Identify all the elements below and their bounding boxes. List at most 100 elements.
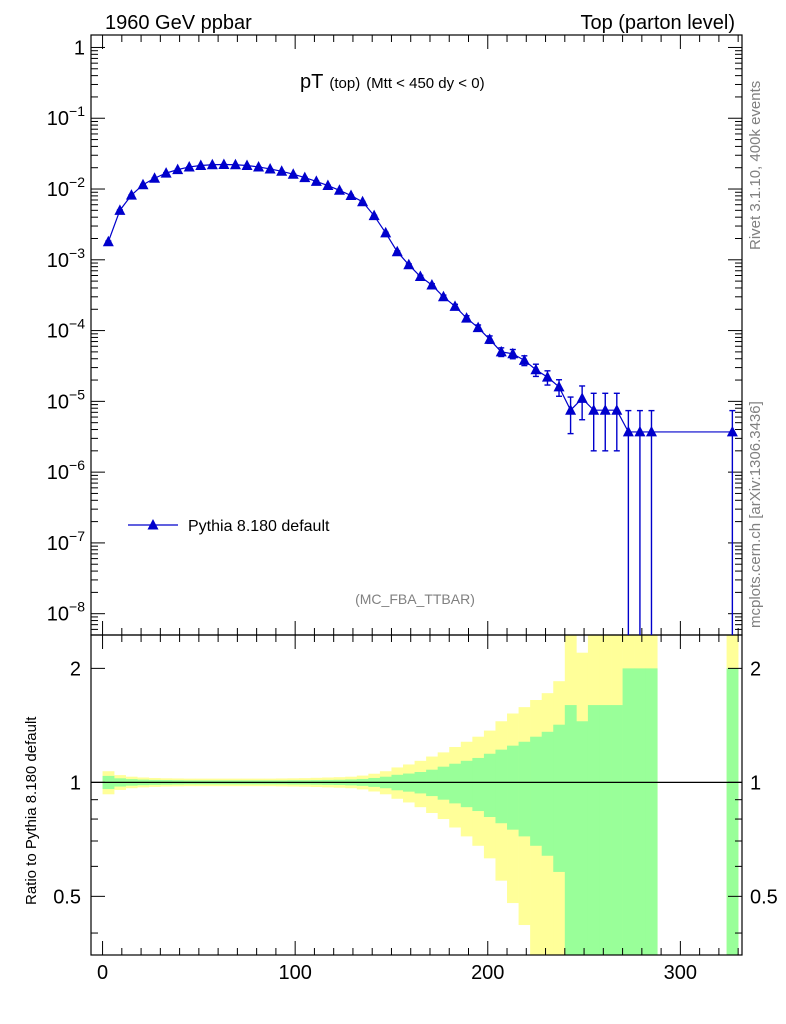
ratio-y-tick-label-right: 2	[750, 658, 761, 680]
data-point-marker	[218, 158, 230, 170]
data-point-marker	[726, 425, 738, 437]
ratio-band-inner	[495, 749, 508, 824]
plot-title-sub2: (Mtt < 450 dy < 0)	[366, 75, 484, 92]
data-point-marker	[322, 179, 334, 191]
data-point-marker	[333, 184, 345, 195]
data-point-marker	[634, 425, 646, 437]
ratio-band-inner	[634, 668, 646, 955]
watermark: (MC_FBA_TTBAR)	[355, 591, 475, 607]
data-point-marker	[622, 425, 634, 437]
ratio-band-inner	[645, 668, 658, 955]
ratio-band-inner	[518, 741, 531, 837]
data-point-marker	[576, 392, 588, 403]
ratio-band-inner	[437, 766, 450, 800]
legend: Pythia 8.180 default	[128, 518, 330, 535]
ratio-band-inner	[576, 721, 589, 955]
ratio-band-inner	[564, 705, 577, 955]
data-point-marker	[160, 167, 172, 178]
data-point-marker	[253, 160, 265, 172]
ratio-band-inner	[587, 705, 600, 955]
data-point-marker	[345, 189, 357, 200]
plot-title: pT (top) (Mtt < 450 dy < 0)	[300, 71, 485, 93]
ratio-band-inner	[507, 745, 519, 830]
main-y-tick-label: 1	[74, 37, 85, 59]
ratio-band-inner	[541, 731, 554, 856]
ratio-y-tick-label: 0.5	[53, 886, 81, 908]
ratio-frame	[90, 634, 743, 956]
data-point-marker	[149, 172, 161, 183]
data-point-marker	[195, 159, 207, 170]
data-point-marker	[299, 171, 311, 183]
header-right-title: Top (parton level)	[580, 12, 735, 34]
data-point-marker	[391, 245, 403, 257]
data-point-marker	[495, 345, 507, 357]
series-line	[107, 163, 733, 433]
plot-title-sub1: (top)	[329, 75, 360, 92]
ratio-band-inner	[449, 763, 462, 804]
ratio-y-tick-label: 2	[70, 658, 81, 680]
data-point-marker	[357, 195, 369, 207]
data-point-marker	[125, 189, 137, 200]
main-y-tick-label: 10−8	[47, 599, 85, 626]
ratio-band-inner	[726, 668, 739, 955]
data-point-marker	[507, 347, 519, 359]
main-frame	[90, 34, 743, 636]
ratio-band-inner	[611, 705, 623, 955]
data-point-marker	[114, 204, 126, 215]
ratio-y-label: Ratio to Pythia 8.180 default	[23, 716, 40, 905]
data-point-marker	[611, 404, 623, 415]
side-label-mcplots: mcplots.cern.ch [arXiv:1306.3436]	[747, 401, 764, 628]
data-point-marker	[380, 226, 392, 238]
ratio-band-inner	[472, 757, 485, 812]
main-y-tick-label: 10−7	[47, 528, 85, 555]
ratio-y-tick-label-right: 1	[750, 772, 761, 794]
data-point-marker	[403, 258, 415, 270]
data-point-marker	[102, 235, 114, 247]
data-point-marker	[553, 380, 565, 392]
ratio-x-tick-label: 300	[664, 962, 697, 984]
data-point-marker	[437, 290, 449, 302]
ratio-band-inner	[599, 705, 612, 955]
data-point-marker	[137, 178, 149, 190]
data-point-marker	[541, 371, 553, 382]
ratio-band-inner	[460, 760, 473, 808]
ratio-x-tick-label: 200	[471, 962, 504, 984]
data-point-marker	[530, 363, 542, 375]
legend-marker-icon	[147, 519, 159, 530]
data-point-marker	[461, 312, 473, 323]
data-point-marker	[183, 160, 195, 172]
header-left-title: 1960 GeV ppbar	[105, 12, 252, 34]
data-point-marker	[426, 279, 438, 290]
data-point-marker	[484, 333, 496, 344]
main-y-tick-label: 10−2	[47, 174, 85, 201]
data-point-marker	[565, 404, 577, 415]
data-point-marker	[172, 163, 184, 175]
side-label-rivet: Rivet 3.1.10, 400k events	[747, 81, 764, 250]
data-point-marker	[287, 168, 299, 179]
data-point-marker	[645, 425, 657, 437]
data-point-marker	[599, 404, 611, 415]
main-y-tick-label: 10−6	[47, 457, 85, 484]
data-point-marker	[588, 404, 600, 415]
ratio-band-inner	[530, 736, 542, 846]
data-point-marker	[264, 162, 276, 174]
ratio-y-tick-label: 1	[70, 772, 81, 794]
main-y-tick-label: 10−5	[47, 386, 85, 413]
ratio-x-tick-label: 0	[97, 962, 108, 984]
data-point-marker	[241, 159, 253, 170]
data-point-marker	[368, 209, 380, 221]
main-y-tick-label: 10−4	[47, 316, 85, 343]
ratio-band-inner	[483, 753, 496, 818]
data-point-marker	[229, 158, 241, 170]
ratio-band-inner	[553, 724, 566, 872]
data-point-marker	[310, 175, 322, 186]
main-y-tick-label: 10−1	[47, 103, 85, 130]
legend-entry: Pythia 8.180 default	[188, 518, 330, 535]
plot-title-main: pT	[300, 71, 323, 93]
data-point-marker	[206, 158, 218, 170]
ratio-y-tick-label-right: 0.5	[750, 886, 778, 908]
ratio-band-inner	[622, 668, 635, 955]
main-y-tick-label: 10−3	[47, 245, 85, 272]
data-point-marker	[472, 321, 484, 333]
